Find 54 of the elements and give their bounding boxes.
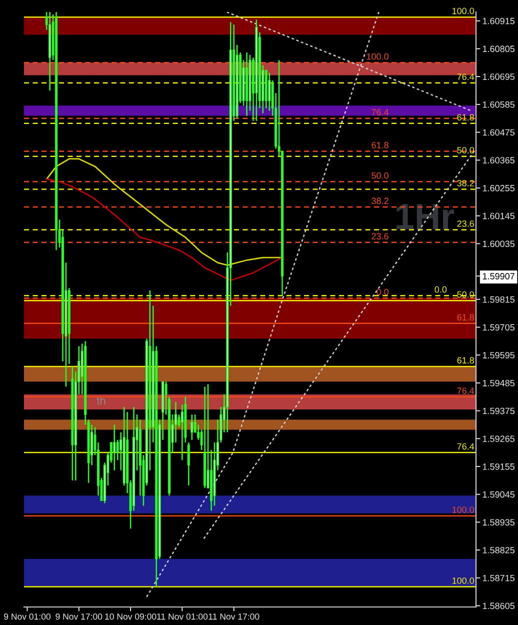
annotation: 61.8 — [457, 114, 474, 121]
y-tick-label: 1.58825 — [482, 547, 515, 554]
y-tick-label: 1.59375 — [482, 408, 515, 414]
annotation: 50.0 — [372, 172, 388, 179]
annotation: 100.0 — [452, 8, 474, 14]
annotation: 23.6 — [372, 233, 388, 240]
annotation: 50.0 — [457, 147, 474, 154]
x-tick-label: 9 Nov 17:00 — [56, 613, 102, 620]
y-tick-label: 1.59815 — [482, 296, 515, 303]
annotation: 0.0 — [434, 286, 447, 293]
annotation: 1Hr — [396, 204, 454, 229]
y-tick-label: 1.59907 — [482, 273, 514, 280]
candlestick — [90, 424, 94, 466]
y-tick-label: 1.60035 — [482, 240, 515, 248]
y-tick-label: 1.60255 — [482, 184, 515, 192]
annotation: 61.8 — [457, 314, 474, 321]
annotation: 61.8 — [457, 357, 474, 364]
y-tick-label: 1.59485 — [482, 380, 515, 386]
y-tick-label: 1.59045 — [482, 491, 515, 498]
y-tick-label: 1.59155 — [482, 463, 515, 470]
y-tick-label: 1.60145 — [482, 212, 515, 220]
x-tick-label: 9 Nov 01:00 — [4, 613, 50, 620]
x-tick-label: 10 Nov 09:00 — [105, 613, 156, 620]
annotation: 0.0 — [376, 288, 388, 296]
y-tick-label: 1.60805 — [482, 46, 515, 52]
annotation: 76.4 — [457, 443, 474, 450]
annotation: 76.4 — [457, 74, 474, 80]
annotation: 100.0 — [452, 506, 474, 513]
y-tick-label: 1.59265 — [482, 436, 515, 442]
y-tick-label: 1.60365 — [482, 157, 515, 164]
candlestick — [180, 404, 184, 461]
y-tick-label: 1.60585 — [482, 101, 515, 108]
annotation: 100.0 — [366, 53, 388, 60]
y-tick-label: 1.59595 — [482, 352, 515, 358]
annotation: 23.6 — [457, 220, 474, 227]
annotation: 76.4 — [372, 109, 389, 116]
annotation: 38.2 — [372, 198, 388, 204]
y-tick-label: 1.58715 — [482, 574, 515, 582]
annotation: 76.4 — [457, 388, 474, 394]
x-tick-label: 11 Nov 17:00 — [208, 613, 260, 620]
candlestick — [190, 414, 194, 441]
annotation: 100.0 — [452, 577, 474, 584]
y-tick-label: 1.60695 — [482, 74, 515, 80]
annotation: 38.2 — [457, 180, 474, 186]
annotation: th — [96, 396, 106, 405]
annotation: 61.8 — [372, 142, 388, 148]
y-tick-label: 1.59705 — [482, 324, 515, 331]
y-tick-label: 1.60475 — [482, 129, 515, 136]
candlestick — [113, 424, 116, 471]
candlestick — [187, 442, 190, 486]
y-tick-label: 1.60915 — [482, 18, 515, 24]
y-tick-label: 1.58935 — [482, 519, 515, 526]
y-tick-label: 1.58605 — [482, 602, 515, 610]
x-tick-label: 11 Nov 01:00 — [157, 613, 208, 620]
